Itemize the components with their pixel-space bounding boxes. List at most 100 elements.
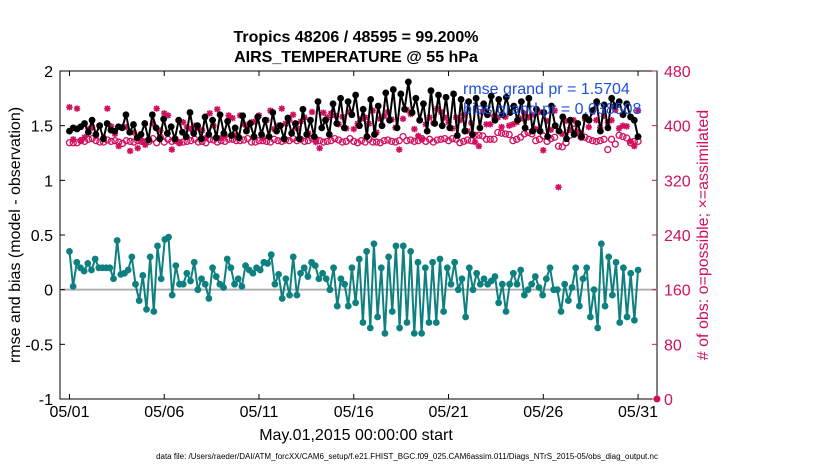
bias-point [363, 248, 371, 255]
obs_assimilated-point [115, 142, 122, 150]
rmse-point [197, 135, 205, 143]
bias-point [392, 242, 400, 250]
obs_possible-point [399, 132, 407, 141]
obs_assimilated-point [320, 109, 327, 116]
bias-point [594, 324, 602, 332]
bias-point [517, 266, 525, 274]
rmse-point [416, 116, 424, 124]
y-tick-label-left: 2 [44, 64, 53, 81]
bias-point [432, 319, 440, 326]
rmse-point [205, 131, 213, 138]
bias-point [425, 319, 433, 326]
bias-point [300, 264, 308, 272]
rmse-point [442, 93, 450, 101]
rmse-point [404, 78, 412, 86]
bias-point [586, 313, 594, 321]
bias-point [73, 258, 81, 266]
bias-point [359, 319, 367, 326]
obs_possible-point [338, 138, 347, 146]
bias-point [168, 291, 176, 299]
rmse-point [88, 116, 96, 124]
obs_possible-point [588, 137, 597, 145]
bias-point [561, 280, 569, 288]
rmse-point [333, 120, 341, 127]
bias-point [146, 253, 154, 261]
obs_possible-point [448, 134, 456, 143]
rmse-point [453, 132, 461, 139]
rmse-point [303, 131, 311, 138]
rmse-point [593, 98, 601, 106]
bias-point [304, 273, 312, 280]
bias-point [418, 330, 426, 337]
rmse-point [103, 120, 111, 127]
obs_possible-point [376, 139, 384, 147]
obs_possible-point [554, 142, 563, 150]
rmse-point [472, 94, 480, 102]
bias-point [110, 275, 117, 283]
rmse-point [288, 129, 296, 137]
bias-point [616, 319, 624, 326]
bias-point [139, 272, 147, 279]
bias-point [234, 275, 242, 283]
bias-point [509, 269, 517, 277]
bias-point [619, 264, 627, 272]
bias-point [348, 264, 356, 272]
bias-point [410, 330, 418, 337]
rmse-point [450, 90, 457, 98]
obs_possible-point [475, 131, 483, 139]
rmse-point [480, 100, 488, 108]
bias-point [553, 286, 561, 294]
bias-point [135, 297, 143, 304]
bias-point [502, 308, 510, 315]
rmse-point [235, 134, 243, 142]
obs_possible-point [403, 137, 411, 145]
obs_possible-point [247, 138, 256, 146]
bias-point [319, 269, 326, 277]
obs_assimilated-point [627, 138, 634, 145]
obs_assimilated-point [214, 106, 221, 113]
rmse-point [563, 135, 570, 143]
obs_assimilated-point [308, 108, 316, 116]
obs_possible-point [532, 137, 540, 145]
rmse-point [220, 129, 228, 137]
bias-point [495, 299, 503, 307]
obs_possible-point [463, 136, 472, 144]
y-tick-label-right: 0 [664, 392, 673, 409]
obs_possible-point [327, 137, 335, 145]
obs_possible-point [482, 135, 491, 143]
rmse-point [502, 93, 510, 101]
rmse-point [84, 128, 92, 136]
x-tick-label: 05/31 [618, 404, 658, 421]
obs_possible-point [604, 145, 612, 154]
obs_assimilated-point [126, 147, 134, 155]
obs_assimilated-point [585, 123, 592, 131]
rmse-point [585, 116, 593, 124]
bias-point [311, 262, 319, 270]
bias-point [80, 267, 88, 275]
obs_possible-point [334, 136, 343, 144]
rmse-point [145, 136, 152, 144]
bias-point [69, 282, 77, 290]
rmse-point [401, 105, 408, 113]
rmse-point [423, 127, 431, 135]
rmse-point [231, 124, 239, 132]
obs_assimilated-point [399, 115, 407, 123]
obs_assimilated-point [73, 105, 81, 112]
rmse-point [623, 100, 631, 108]
obs_possible-point [551, 133, 559, 141]
rmse-point [367, 96, 375, 103]
rmse-point [216, 111, 224, 119]
bias-point [124, 266, 132, 274]
bias-point [157, 275, 165, 283]
obs_assimilated-point [81, 134, 88, 141]
rmse-point [81, 120, 88, 127]
bias-point [271, 280, 279, 288]
bias-point [407, 248, 415, 255]
bias-point [370, 240, 378, 248]
y-axis-label-left: rmse and bias (model - observation) [7, 107, 24, 363]
obs_assimilated-point [104, 105, 111, 112]
rmse-point [446, 124, 454, 132]
obs_possible-point [300, 137, 309, 146]
x-tick-label: 05/11 [240, 404, 279, 421]
chart-title-line2: AIRS_TEMPERATURE @ 55 hPa [234, 49, 478, 66]
